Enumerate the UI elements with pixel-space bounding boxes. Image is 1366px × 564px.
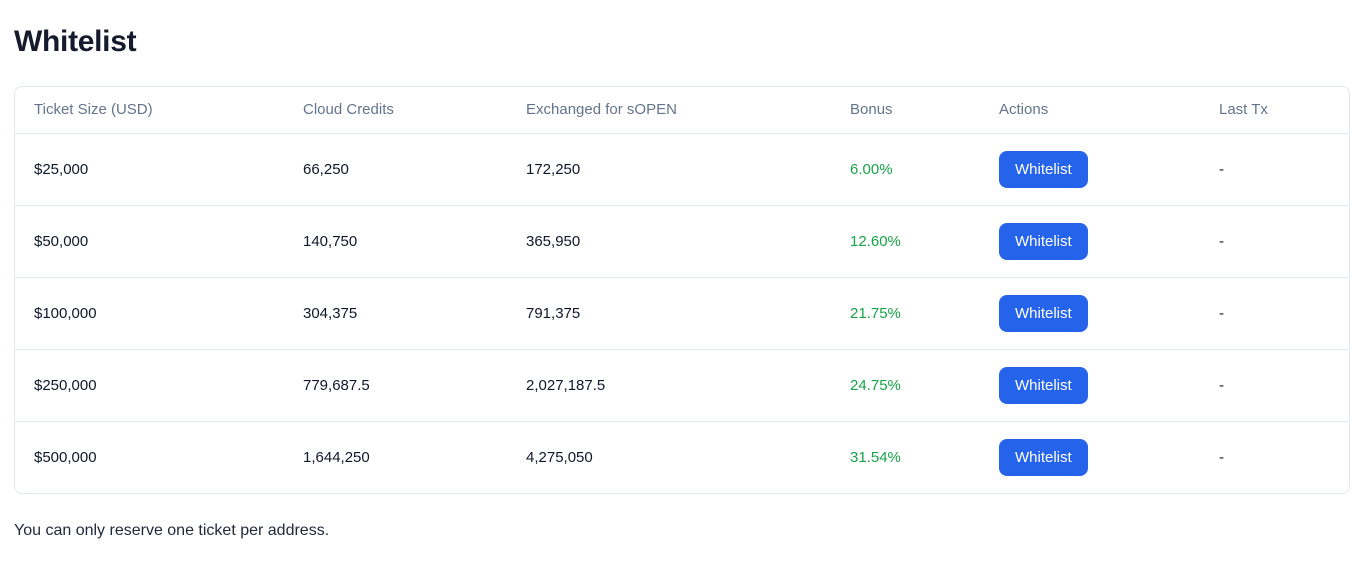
last-tx-cell: - bbox=[1200, 205, 1349, 278]
bonus-cell: 6.00% bbox=[831, 133, 980, 206]
last-tx-cell: - bbox=[1219, 448, 1224, 466]
bonus-cell: 31.54% bbox=[850, 448, 901, 466]
exchanged-for-sopen-cell: 4,275,050 bbox=[526, 448, 593, 466]
whitelist-button[interactable]: Whitelist bbox=[999, 294, 1088, 332]
actions-cell: Whitelist bbox=[980, 133, 1200, 206]
ticket-size-cell: $100,000 bbox=[15, 277, 284, 350]
exchanged-for-sopen-cell: 2,027,187.5 bbox=[507, 349, 831, 422]
column-header-ticket-size: Ticket Size (USD) bbox=[15, 87, 284, 134]
whitelist-table: Ticket Size (USD) Cloud Credits Exchanged … bbox=[15, 87, 1349, 493]
cloud-credits-cell: 140,750 bbox=[284, 205, 507, 278]
cloud-credits-cell: 304,375 bbox=[284, 277, 507, 350]
bonus-cell: 24.75% bbox=[831, 349, 980, 422]
whitelist-button[interactable]: Whitelist bbox=[999, 222, 1088, 260]
actions-cell: Whitelist bbox=[980, 421, 1200, 493]
page: Whitelist Ticket Size (USD) Cloud Credits… bbox=[14, 25, 1350, 539]
last-tx-cell: - bbox=[1200, 277, 1349, 350]
ticket-size-cell: $50,000 bbox=[15, 205, 284, 278]
whitelist-button[interactable]: Whitelist bbox=[999, 150, 1088, 188]
table-body: $25,000 66,250 172,250 6.00% Whitelist -… bbox=[15, 133, 1349, 493]
table-row: $500,000 1,644,250 4,275,050 31.54% Whit… bbox=[15, 421, 1349, 493]
column-header-bonus: Bonus bbox=[831, 87, 980, 134]
last-tx-cell: - bbox=[1200, 133, 1349, 206]
table-row: $100,000 304,375 791,375 21.75% Whitelis… bbox=[15, 277, 1349, 350]
exchanged-for-sopen-cell: 172,250 bbox=[507, 133, 831, 206]
bonus-cell: 12.60% bbox=[831, 205, 980, 278]
table-row: $50,000 140,750 365,950 12.60% Whitelist… bbox=[15, 205, 1349, 278]
column-header-cloud-credits: Cloud Credits bbox=[284, 87, 507, 134]
footnote-text: You can only reserve one ticket per addr… bbox=[14, 522, 330, 539]
exchanged-for-sopen-cell: 791,375 bbox=[507, 277, 831, 350]
page-title: Whitelist bbox=[14, 25, 137, 58]
whitelist-table-card: Ticket Size (USD) Cloud Credits Exchanged … bbox=[14, 86, 1350, 494]
bonus-cell: 21.75% bbox=[831, 277, 980, 350]
column-header-actions: Actions bbox=[980, 87, 1200, 134]
ticket-size-cell: $25,000 bbox=[15, 133, 284, 206]
actions-cell: Whitelist bbox=[980, 205, 1200, 278]
table-row: $250,000 779,687.5 2,027,187.5 24.75% Wh… bbox=[15, 349, 1349, 422]
ticket-size-cell: $250,000 bbox=[15, 349, 284, 422]
table-header-row: Ticket Size (USD) Cloud Credits Exchanged … bbox=[15, 87, 1349, 134]
cloud-credits-cell: 779,687.5 bbox=[284, 349, 507, 422]
whitelist-button[interactable]: Whitelist bbox=[999, 366, 1088, 404]
table-row: $25,000 66,250 172,250 6.00% Whitelist - bbox=[15, 133, 1349, 206]
whitelist-button[interactable]: Whitelist bbox=[999, 438, 1088, 476]
actions-cell: Whitelist bbox=[980, 349, 1200, 422]
column-header-exchanged-for-sopen: Exchanged for sOPEN bbox=[507, 87, 831, 134]
cloud-credits-cell: 66,250 bbox=[284, 133, 507, 206]
cloud-credits-cell: 1,644,250 bbox=[303, 448, 370, 466]
ticket-size-cell: $500,000 bbox=[34, 448, 97, 466]
last-tx-cell: - bbox=[1200, 349, 1349, 422]
column-header-last-tx: Last Tx bbox=[1200, 87, 1349, 134]
exchanged-for-sopen-cell: 365,950 bbox=[507, 205, 831, 278]
actions-cell: Whitelist bbox=[980, 277, 1200, 350]
